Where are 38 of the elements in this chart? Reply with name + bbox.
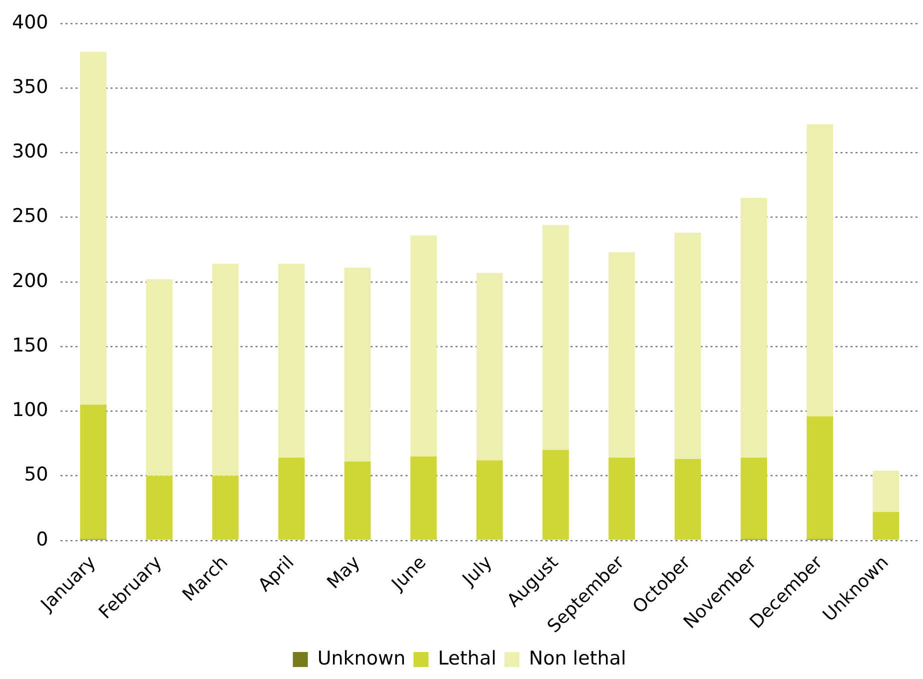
bar <box>542 225 569 450</box>
bar <box>674 458 702 540</box>
y-tick-label: 150 <box>12 334 48 356</box>
bar <box>674 232 702 459</box>
y-tick-label: 100 <box>12 399 48 422</box>
y-tick-label: 400 <box>12 11 48 34</box>
bar <box>476 272 503 460</box>
bar <box>344 268 371 462</box>
bar <box>410 235 437 456</box>
bar <box>476 460 503 540</box>
bar <box>212 476 239 540</box>
bar <box>344 462 371 540</box>
bar <box>608 252 635 458</box>
bar <box>806 124 834 416</box>
bar <box>80 404 107 540</box>
legend-label: Non lethal <box>528 647 626 670</box>
bar <box>740 458 768 540</box>
bar <box>740 198 768 458</box>
legend-label: Unknown <box>317 647 406 670</box>
y-tick-label: 300 <box>12 140 48 163</box>
y-tick-label: 350 <box>12 76 48 98</box>
bar <box>542 450 569 540</box>
bar <box>80 52 107 405</box>
y-tick-label: 50 <box>24 464 48 486</box>
bar <box>278 264 305 458</box>
y-tick-label: 0 <box>36 528 48 550</box>
bar <box>212 264 239 476</box>
y-tick-label: 200 <box>12 270 48 292</box>
bar <box>146 476 173 540</box>
bar <box>806 416 834 540</box>
legend-label: Lethal <box>438 647 496 670</box>
bar <box>278 458 305 540</box>
bar <box>608 458 635 540</box>
y-tick-label: 250 <box>12 205 48 228</box>
bar <box>410 456 437 540</box>
bar <box>146 279 173 476</box>
bar <box>872 470 900 512</box>
bar <box>872 512 900 540</box>
